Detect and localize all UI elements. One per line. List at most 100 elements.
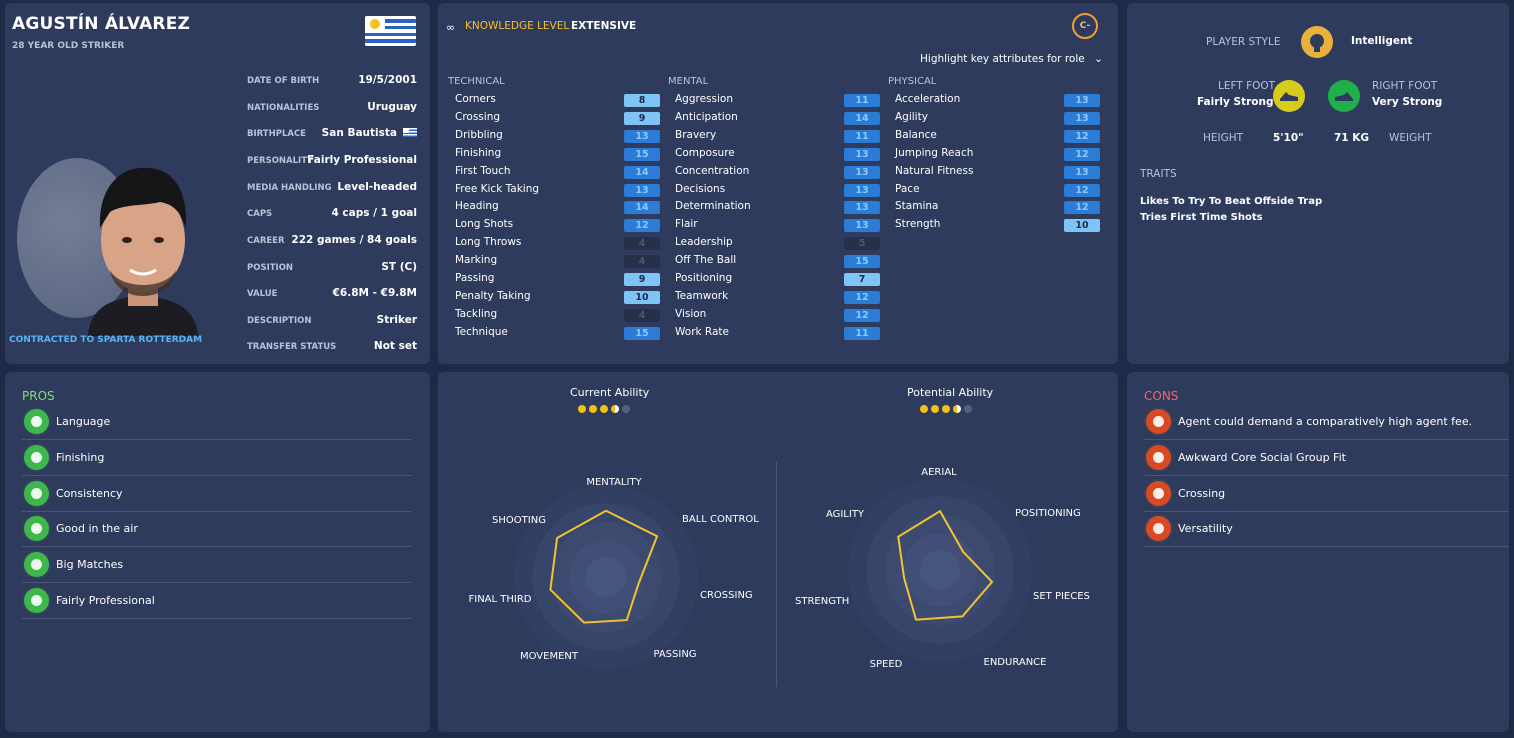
info-row: DESCRIPTION Striker <box>247 310 417 336</box>
star-icon <box>589 405 597 413</box>
binoculars-icon: ∞ <box>446 21 456 34</box>
contract-club-link[interactable]: CONTRACTED TO SPARTA ROTTERDAM <box>9 335 203 345</box>
attribute-value: 13 <box>844 201 880 215</box>
info-key: PERSONALITY <box>247 156 314 166</box>
uruguay-flag-icon <box>365 16 416 46</box>
attribute-value: 13 <box>844 183 880 197</box>
attribute-row-mental[interactable]: Composure 13 <box>675 145 885 163</box>
radar-label: SHOOTING <box>492 515 546 526</box>
ball-icon <box>22 550 51 580</box>
cons-header: CONS <box>1144 389 1179 403</box>
attribute-row-mental[interactable]: Vision 12 <box>675 306 885 324</box>
attribute-row-technical[interactable]: Long Throws 4 <box>455 234 665 252</box>
attribute-name: Dribbling <box>455 128 503 141</box>
info-value-text: 19/5/2001 <box>358 74 417 86</box>
attribute-name: Marking <box>455 254 498 267</box>
attribute-row-technical[interactable]: Passing 9 <box>455 270 665 288</box>
attribute-row-physical[interactable]: Jumping Reach 12 <box>895 145 1105 163</box>
attribute-row-mental[interactable]: Determination 13 <box>675 198 885 216</box>
pros-item[interactable]: Big Matches <box>22 547 412 584</box>
attribute-row-physical[interactable]: Agility 13 <box>895 109 1105 127</box>
attribute-row-mental[interactable]: Concentration 13 <box>675 163 885 181</box>
attribute-name: Vision <box>675 307 707 320</box>
attribute-name: Balance <box>895 128 937 141</box>
attribute-row-mental[interactable]: Bravery 11 <box>675 127 885 145</box>
attribute-row-physical[interactable]: Pace 12 <box>895 181 1105 199</box>
left-boot-icon <box>1273 80 1305 112</box>
attribute-row-physical[interactable]: Natural Fitness 13 <box>895 163 1105 181</box>
info-value-text: Not set <box>373 340 417 352</box>
attribute-value: 13 <box>1064 165 1100 179</box>
attribute-row-technical[interactable]: Marking 4 <box>455 252 665 270</box>
attribute-name: Long Throws <box>455 236 522 249</box>
attribute-row-technical[interactable]: Penalty Taking 10 <box>455 288 665 306</box>
swap-icon <box>1144 514 1173 544</box>
attribute-row-mental[interactable]: Decisions 13 <box>675 181 885 199</box>
cons-item[interactable]: Versatility <box>1144 511 1509 548</box>
radar-label: STRENGTH <box>795 596 849 607</box>
pros-item[interactable]: Language <box>22 404 412 440</box>
attribute-row-technical[interactable]: Tackling 4 <box>455 306 665 324</box>
attribute-row-mental[interactable]: Anticipation 14 <box>675 109 885 127</box>
attribute-row-technical[interactable]: Long Shots 12 <box>455 216 665 234</box>
attribute-value: 13 <box>624 183 660 197</box>
pros-item[interactable]: Fairly Professional <box>22 583 412 619</box>
attribute-row-technical[interactable]: Finishing 15 <box>455 145 665 163</box>
cons-item[interactable]: Agent could demand a comparatively high … <box>1144 404 1509 440</box>
info-value-text: Striker <box>376 314 417 326</box>
attribute-name: Natural Fitness <box>895 164 974 177</box>
attribute-value: 9 <box>624 111 660 125</box>
info-key: DESCRIPTION <box>247 316 312 326</box>
speech-bubble-icon <box>22 407 51 436</box>
attribute-row-mental[interactable]: Work Rate 11 <box>675 324 885 342</box>
attribute-row-mental[interactable]: Flair 13 <box>675 216 885 234</box>
attribute-row-physical[interactable]: Balance 12 <box>895 127 1105 145</box>
attribute-row-mental[interactable]: Aggression 11 <box>675 91 885 109</box>
attribute-name: Pace <box>895 182 920 195</box>
highlight-role-dropdown[interactable]: Highlight key attributes for role ⌄ <box>920 53 1103 65</box>
pros-item[interactable]: Finishing <box>22 440 412 476</box>
current-ability-label: Current Ability <box>570 386 650 399</box>
star-icon <box>964 405 972 413</box>
attribute-row-technical[interactable]: Heading 14 <box>455 198 665 216</box>
attribute-row-physical[interactable]: Strength 10 <box>895 216 1105 234</box>
height-label: HEIGHT <box>1203 132 1244 144</box>
attribute-row-technical[interactable]: Technique 15 <box>455 324 665 342</box>
attribute-row-technical[interactable]: Corners 8 <box>455 91 665 109</box>
mental-header: MENTAL <box>668 76 709 87</box>
attribute-row-technical[interactable]: First Touch 14 <box>455 163 665 181</box>
attribute-row-mental[interactable]: Leadership 5 <box>675 234 885 252</box>
attribute-row-mental[interactable]: Off The Ball 15 <box>675 252 885 270</box>
attribute-name: Determination <box>675 200 751 213</box>
attribute-row-physical[interactable]: Stamina 12 <box>895 198 1105 216</box>
pros-item[interactable]: Good in the air <box>22 511 412 548</box>
attribute-row-mental[interactable]: Positioning 7 <box>675 270 885 288</box>
pros-item-label: Big Matches <box>56 558 124 572</box>
knowledge-level-value: EXTENSIVE <box>571 20 637 32</box>
cons-item-label: Agent could demand a comparatively high … <box>1178 415 1473 428</box>
ability-panel: Current Ability Potential Ability MENTAL… <box>438 372 1118 732</box>
attribute-value: 13 <box>1064 94 1100 107</box>
radar-label: POSITIONING <box>1015 508 1081 519</box>
attribute-row-technical[interactable]: Dribbling 13 <box>455 127 665 145</box>
cons-item[interactable]: Awkward Core Social Group Fit <box>1144 440 1509 476</box>
attribute-name: Crossing <box>455 110 501 123</box>
attribute-value: 12 <box>844 308 880 322</box>
pros-item[interactable]: Consistency <box>22 476 412 512</box>
flask-icon <box>1144 442 1173 472</box>
attribute-value: 15 <box>624 326 660 340</box>
attribute-row-mental[interactable]: Teamwork 12 <box>675 288 885 306</box>
attribute-row-technical[interactable]: Free Kick Taking 13 <box>455 181 665 199</box>
attribute-row-technical[interactable]: Crossing 9 <box>455 109 665 127</box>
info-key: POSITION <box>247 263 294 273</box>
attribute-value: 12 <box>1064 147 1100 161</box>
attribute-name: Teamwork <box>675 289 729 302</box>
player-name[interactable]: AGUSTÍN ÁLVAREZ <box>12 14 191 34</box>
player-style-value: Intelligent <box>1351 35 1413 47</box>
info-row: PERSONALITY Fairly Professional <box>247 150 417 176</box>
info-value: 19/5/2001 <box>358 74 417 86</box>
attribute-row-physical[interactable]: Acceleration 13 <box>895 91 1105 109</box>
attribute-value: 12 <box>844 290 880 304</box>
attribute-name: Jumping Reach <box>895 146 974 159</box>
cons-item[interactable]: Crossing <box>1144 476 1509 512</box>
